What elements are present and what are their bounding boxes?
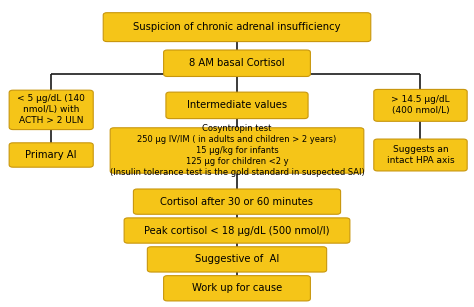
Text: Suspicion of chronic adrenal insufficiency: Suspicion of chronic adrenal insufficien… — [133, 22, 341, 32]
Text: < 5 μg/dL (140
nmol/L) with
ACTH > 2 ULN: < 5 μg/dL (140 nmol/L) with ACTH > 2 ULN — [17, 94, 85, 126]
Text: Suggests an
intact HPA axis: Suggests an intact HPA axis — [387, 145, 454, 165]
FancyBboxPatch shape — [164, 50, 310, 76]
Text: Primary AI: Primary AI — [26, 150, 77, 160]
FancyBboxPatch shape — [374, 89, 467, 121]
FancyBboxPatch shape — [9, 90, 93, 130]
FancyBboxPatch shape — [110, 128, 364, 173]
Text: Cortisol after 30 or 60 minutes: Cortisol after 30 or 60 minutes — [161, 197, 313, 207]
Text: Cosyntropin test
250 μg IV/IM ( in adults and children > 2 years)
15 μg/kg for i: Cosyntropin test 250 μg IV/IM ( in adult… — [109, 124, 365, 177]
Text: > 14.5 μg/dL
(400 nmol/L): > 14.5 μg/dL (400 nmol/L) — [391, 95, 450, 115]
FancyBboxPatch shape — [9, 143, 93, 167]
FancyBboxPatch shape — [124, 218, 350, 243]
Text: Intermediate values: Intermediate values — [187, 100, 287, 110]
Text: Peak cortisol < 18 μg/dL (500 nmol/l): Peak cortisol < 18 μg/dL (500 nmol/l) — [144, 226, 330, 235]
FancyBboxPatch shape — [164, 276, 310, 301]
FancyBboxPatch shape — [166, 92, 308, 119]
FancyBboxPatch shape — [147, 247, 327, 272]
FancyBboxPatch shape — [103, 13, 371, 41]
Text: 8 AM basal Cortisol: 8 AM basal Cortisol — [189, 58, 285, 68]
FancyBboxPatch shape — [133, 189, 341, 214]
Text: Suggestive of  AI: Suggestive of AI — [195, 255, 279, 264]
FancyBboxPatch shape — [374, 139, 467, 171]
Text: Work up for cause: Work up for cause — [192, 283, 282, 293]
